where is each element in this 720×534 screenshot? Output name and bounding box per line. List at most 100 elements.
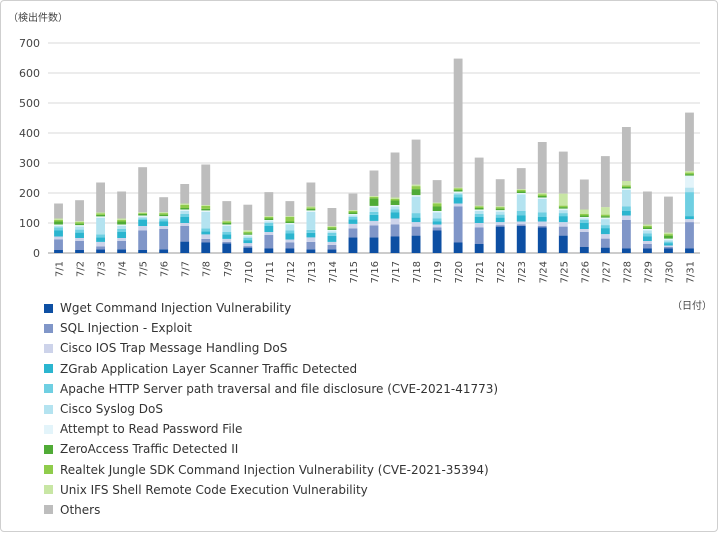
bar-segment bbox=[180, 209, 190, 211]
x-tick-label: 7/18 bbox=[412, 261, 423, 283]
x-tick-label: 7/17 bbox=[391, 261, 402, 283]
bar-segment bbox=[243, 204, 253, 231]
bar-segment bbox=[201, 205, 211, 209]
bar-segment bbox=[96, 212, 105, 214]
bar-segment bbox=[516, 189, 526, 190]
bar-segment bbox=[390, 224, 400, 237]
bar-segment bbox=[537, 199, 547, 213]
bar-segment bbox=[159, 219, 169, 222]
bar-segment bbox=[327, 228, 337, 230]
bar-segment bbox=[222, 223, 232, 225]
bar-segment bbox=[537, 194, 547, 196]
bar-segment bbox=[664, 248, 673, 253]
x-tick-label: 7/9 bbox=[223, 261, 234, 277]
bar-segment bbox=[264, 232, 274, 235]
bar-segment bbox=[264, 217, 274, 219]
bar-segment bbox=[643, 236, 652, 241]
legend-item: SQL Injection - Exploit bbox=[44, 318, 604, 338]
bar-segment bbox=[516, 168, 526, 190]
bar-segment bbox=[138, 214, 148, 216]
bar-segment bbox=[306, 229, 316, 233]
bar-segment bbox=[369, 220, 379, 226]
bar-segment bbox=[54, 239, 63, 250]
bar-segment bbox=[643, 229, 652, 231]
bar-segment bbox=[537, 196, 547, 198]
bar-segment bbox=[201, 210, 211, 212]
bar-segment bbox=[159, 197, 169, 213]
bar-segment bbox=[348, 223, 358, 229]
bar-segment bbox=[664, 240, 673, 242]
bar-segment bbox=[600, 238, 610, 248]
bar-segment bbox=[243, 236, 253, 238]
bar-segment bbox=[685, 248, 694, 253]
bar-segment bbox=[222, 241, 232, 244]
bar-segment bbox=[369, 214, 379, 221]
bar-segment bbox=[285, 242, 295, 249]
legend-item: ZeroAccess Traffic Detected II bbox=[44, 439, 604, 459]
bar-segment bbox=[75, 226, 84, 230]
x-tick-label: 7/25 bbox=[559, 261, 570, 283]
bar-segment bbox=[537, 193, 547, 195]
bar-segment bbox=[495, 225, 505, 227]
bar-segment bbox=[411, 186, 421, 190]
legend-label: Unix IFS Shell Remote Code Execution Vul… bbox=[60, 482, 368, 497]
bar-segment bbox=[180, 208, 190, 210]
bar-segment bbox=[75, 200, 84, 222]
bar-segment bbox=[685, 175, 694, 188]
bar-segment bbox=[264, 221, 274, 223]
bar-segment bbox=[117, 224, 127, 226]
bar-segment bbox=[285, 248, 295, 253]
bar-segment bbox=[117, 218, 127, 220]
bar-segment bbox=[54, 224, 63, 226]
bar-segment bbox=[117, 221, 127, 225]
bar-segment bbox=[138, 217, 148, 219]
bar-segment bbox=[685, 216, 694, 220]
bar-segment bbox=[96, 241, 105, 247]
bar-segment bbox=[558, 235, 568, 253]
bar-segment bbox=[621, 185, 631, 187]
bar-segment bbox=[432, 218, 442, 222]
legend-label: Realtek Jungle SDK Command Injection Vul… bbox=[60, 462, 489, 477]
bar-segment bbox=[516, 190, 526, 192]
bar-segment bbox=[306, 207, 316, 209]
x-tick-label: 7/1 bbox=[55, 261, 66, 277]
bar-segment bbox=[579, 223, 589, 229]
bar-segment bbox=[75, 229, 84, 233]
bar-segment bbox=[159, 213, 169, 215]
y-tick-label: 700 bbox=[19, 37, 40, 50]
bar-segment bbox=[621, 181, 631, 186]
legend-label: Others bbox=[60, 502, 101, 517]
bar-segment bbox=[201, 228, 211, 232]
bar-segment bbox=[432, 227, 442, 231]
bar-segment bbox=[495, 207, 505, 209]
bar-segment bbox=[348, 215, 358, 217]
bar-segment bbox=[453, 197, 463, 204]
bar-segment bbox=[96, 217, 105, 235]
bar-segment bbox=[621, 206, 631, 211]
bar-segment bbox=[306, 208, 316, 211]
legend: Wget Command Injection Vulnerability SQL … bbox=[44, 298, 604, 520]
bar-segment bbox=[75, 223, 84, 226]
bar-segment bbox=[390, 218, 400, 225]
y-tick-label: 300 bbox=[19, 157, 40, 170]
x-tick-label: 7/30 bbox=[664, 261, 675, 283]
bar-segment bbox=[285, 224, 295, 231]
x-tick-label: 7/20 bbox=[454, 261, 465, 283]
legend-item: Attempt to Read Password File bbox=[44, 419, 604, 439]
bar-segment bbox=[54, 230, 63, 237]
x-tick-label: 7/27 bbox=[601, 261, 612, 283]
legend-swatch bbox=[44, 384, 53, 394]
bar-segment bbox=[138, 167, 148, 213]
bar-segment bbox=[54, 227, 63, 231]
bar-segment bbox=[54, 250, 63, 253]
bar-segment bbox=[495, 217, 505, 223]
bar-segment bbox=[180, 241, 190, 253]
x-tick-label: 7/22 bbox=[496, 261, 507, 283]
bar-segment bbox=[327, 244, 337, 250]
bar-segment bbox=[474, 217, 484, 223]
x-tick-label: 7/10 bbox=[244, 261, 255, 283]
bar-segment bbox=[243, 247, 253, 253]
bar-segment bbox=[117, 249, 127, 253]
bar-segment bbox=[579, 179, 589, 210]
bar-segment bbox=[579, 209, 589, 214]
